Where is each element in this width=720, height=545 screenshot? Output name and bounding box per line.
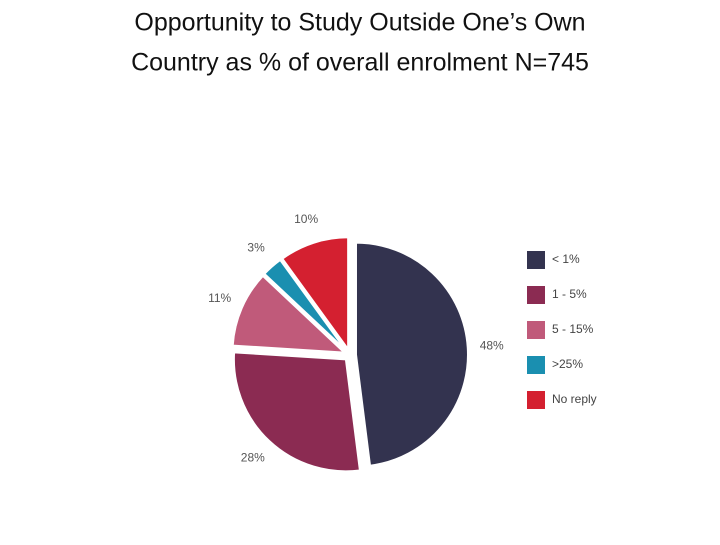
legend-label: 1 - 5% bbox=[552, 287, 587, 301]
chart-title: Opportunity to Study Outside One’s Own bbox=[134, 9, 585, 37]
legend-label: < 1% bbox=[552, 252, 580, 266]
pie-slice bbox=[232, 351, 362, 473]
data-label: 48% bbox=[480, 338, 504, 352]
data-label: 28% bbox=[241, 451, 265, 465]
data-label: 3% bbox=[247, 241, 265, 255]
legend-label: No reply bbox=[552, 392, 597, 406]
data-label: 11% bbox=[208, 291, 231, 305]
data-label: 10% bbox=[294, 212, 318, 226]
legend-swatch bbox=[527, 356, 545, 374]
pie-slice bbox=[262, 258, 347, 352]
pie-slice bbox=[354, 241, 469, 467]
pie-slice bbox=[280, 236, 350, 353]
legend-label: >25% bbox=[552, 357, 583, 371]
legend-swatch bbox=[527, 321, 545, 339]
pie-slice bbox=[231, 274, 348, 354]
chart-title: Country as % of overall enrolment N=745 bbox=[131, 49, 589, 77]
legend-swatch bbox=[527, 391, 545, 409]
legend-label: 5 - 15% bbox=[552, 322, 594, 336]
legend-swatch bbox=[527, 286, 545, 304]
legend-swatch bbox=[527, 251, 545, 269]
